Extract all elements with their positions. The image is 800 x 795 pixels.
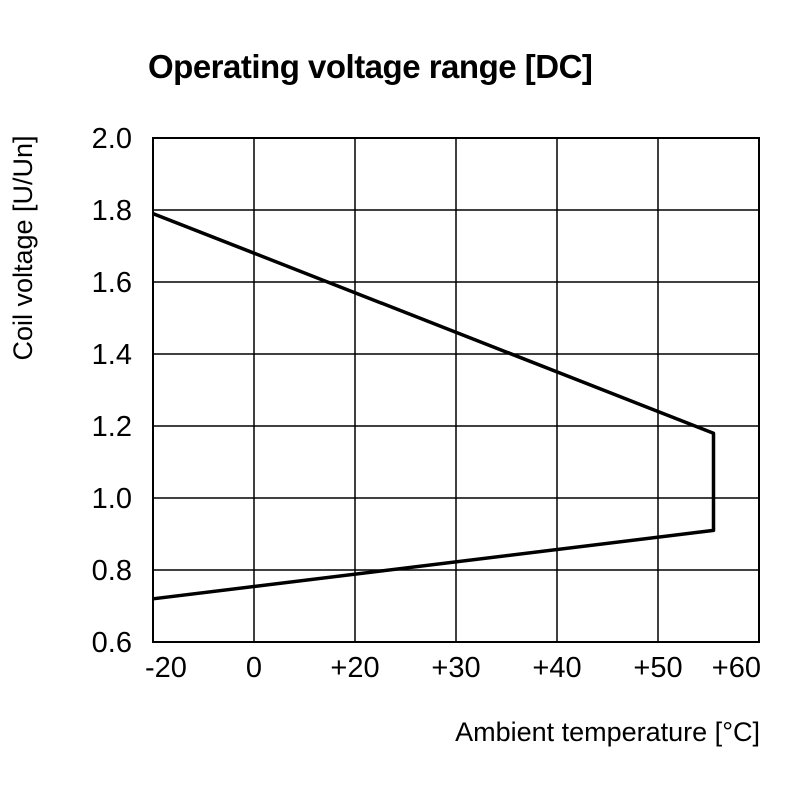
x-tick-label: +20 [330, 652, 379, 684]
x-tick-labels: -20 0 +20 +30 +40 +50 +60 [145, 652, 761, 684]
y-tick-label: 0.6 [92, 627, 132, 659]
x-tick-label: +50 [633, 652, 682, 684]
x-tick-label: -20 [145, 652, 187, 684]
y-tick-label: 1.2 [92, 411, 132, 443]
y-tick-label: 1.4 [92, 339, 132, 371]
grid-lines [153, 138, 759, 642]
y-tick-labels: 0.6 0.8 1.0 1.2 1.4 1.6 1.8 2.0 [92, 123, 132, 659]
plot-frame [152, 137, 760, 643]
series-line [152, 211, 716, 601]
x-tick-label: +30 [431, 652, 480, 684]
x-axis-title: Ambient temperature [°C] [455, 717, 760, 747]
y-tick-label: 1.6 [92, 267, 132, 299]
y-tick-label: 2.0 [92, 123, 132, 155]
y-axis-title: Coil voltage [U/Un] [8, 135, 38, 360]
y-tick-label: 0.8 [92, 555, 132, 587]
x-tick-label: 0 [246, 652, 262, 684]
y-tick-label: 1.8 [92, 195, 132, 227]
x-tick-label: +40 [532, 652, 581, 684]
chart-title: Operating voltage range [DC] [148, 48, 593, 85]
y-tick-label: 1.0 [92, 483, 132, 515]
series-group [152, 211, 716, 601]
x-tick-label: +60 [712, 652, 761, 684]
